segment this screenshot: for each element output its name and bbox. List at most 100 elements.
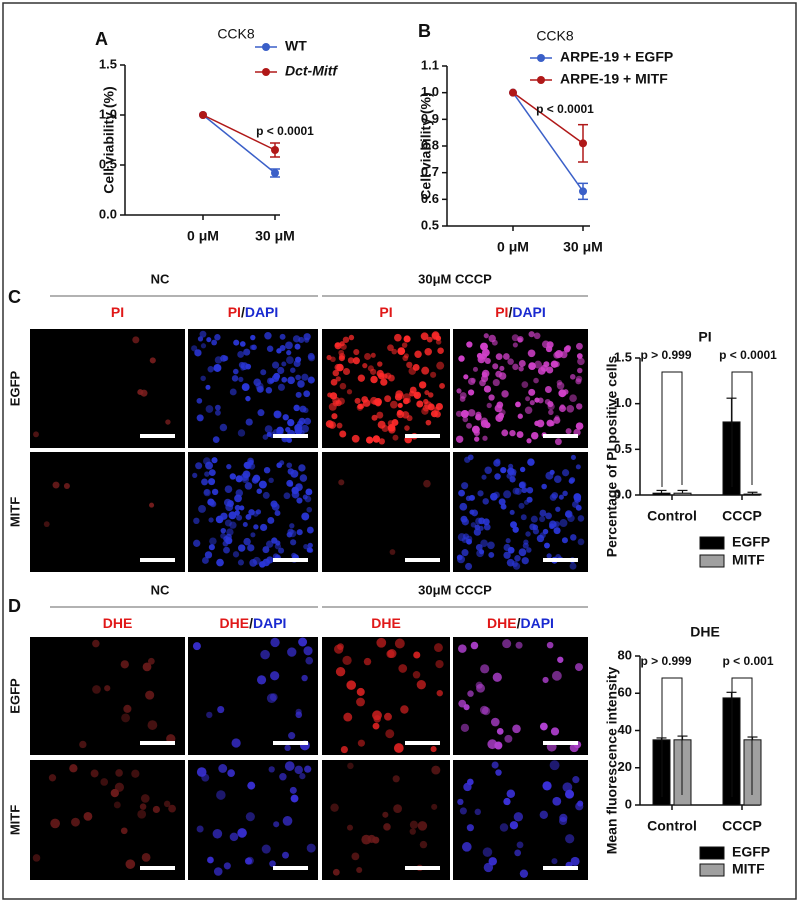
point (579, 187, 587, 196)
y-tick-label: 60 (618, 685, 632, 700)
cell (406, 361, 413, 369)
cell (548, 409, 554, 416)
cell (561, 469, 570, 477)
cell (338, 355, 345, 362)
cell (279, 773, 287, 781)
cell (551, 670, 562, 681)
cell (437, 347, 444, 354)
cell (361, 834, 372, 845)
cell (299, 474, 308, 482)
cell (340, 745, 348, 754)
x-tick-label: 30 μM (255, 228, 295, 244)
cell (575, 464, 581, 470)
panel-label: D (8, 596, 21, 616)
cell (484, 466, 492, 475)
cell (265, 540, 274, 548)
cell (351, 434, 360, 443)
cell (508, 463, 514, 469)
cell (419, 840, 428, 849)
cell (163, 800, 171, 808)
cell (234, 504, 241, 511)
cell (279, 333, 286, 340)
cell (503, 353, 510, 360)
cell (384, 712, 392, 721)
cell (220, 527, 227, 534)
cell (413, 651, 421, 659)
cell (526, 547, 532, 553)
cell (480, 342, 488, 351)
cell (223, 535, 230, 542)
cell (293, 359, 301, 368)
cell (471, 425, 480, 434)
cell (195, 462, 203, 470)
cell (417, 821, 428, 831)
cell (524, 406, 533, 414)
cell (343, 712, 353, 722)
cell (418, 381, 427, 389)
y-tick-label: 1.0 (421, 84, 439, 99)
cell (492, 672, 502, 682)
cell (334, 342, 341, 348)
cell (250, 334, 256, 341)
cell (499, 823, 509, 832)
bar (743, 493, 762, 496)
cell (196, 767, 207, 777)
cell (465, 495, 472, 502)
cell (252, 556, 261, 565)
point (509, 88, 517, 97)
cell (462, 416, 469, 423)
cell (391, 348, 398, 355)
cell (435, 403, 443, 411)
column-label-part: DAPI (245, 304, 278, 320)
column-label-part: DHE (220, 615, 250, 631)
cell (113, 801, 121, 809)
cell (290, 794, 299, 803)
cell (281, 361, 287, 367)
cell (204, 551, 213, 559)
line (202, 114, 276, 151)
cell (533, 377, 539, 384)
panel-label: B (418, 21, 431, 41)
cell (125, 859, 136, 869)
cell (237, 828, 247, 838)
cell (498, 498, 506, 506)
cell (232, 368, 239, 375)
cell (501, 390, 509, 398)
column-label-part: / (508, 304, 512, 320)
cell (152, 805, 160, 814)
p-value: p < 0.001 (722, 654, 773, 668)
column-label-part: DHE (371, 615, 401, 631)
cell (277, 383, 285, 391)
cell (139, 803, 147, 810)
cell (549, 469, 555, 475)
panel-label: C (8, 287, 21, 307)
cell (92, 685, 101, 694)
scale-bar (543, 558, 578, 562)
cell (326, 354, 332, 361)
cell (377, 361, 383, 367)
cell (569, 374, 576, 380)
cell (268, 477, 274, 484)
cell (501, 429, 509, 437)
cell (268, 766, 275, 773)
cell (229, 473, 236, 480)
cell (372, 836, 380, 844)
cell (198, 504, 206, 513)
cell (267, 516, 275, 524)
cell (570, 534, 577, 541)
cell (48, 774, 57, 782)
cell (342, 336, 350, 344)
cell (526, 438, 532, 444)
cell (512, 363, 519, 371)
cell (558, 405, 566, 413)
cell (484, 357, 491, 365)
cell (460, 515, 468, 523)
cell (529, 523, 536, 531)
cell (509, 429, 516, 437)
cell (506, 789, 516, 798)
cell (278, 547, 285, 554)
cell (304, 765, 312, 773)
column-label: DHE (103, 615, 133, 631)
cell (215, 515, 224, 524)
cell (482, 518, 490, 526)
